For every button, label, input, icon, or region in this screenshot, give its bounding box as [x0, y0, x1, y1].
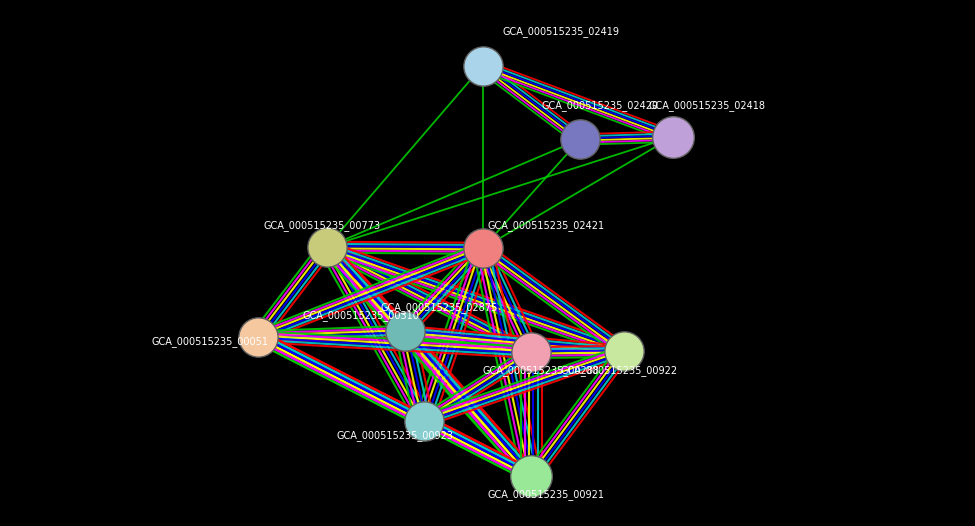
Text: GCA_000515235_00923: GCA_000515235_00923	[336, 430, 453, 441]
Point	[616, 347, 632, 356]
Point	[319, 243, 334, 251]
Point	[251, 332, 266, 341]
Point	[475, 244, 490, 252]
Point	[524, 348, 539, 357]
Text: GCA_000515235_00051: GCA_000515235_00051	[151, 337, 268, 347]
Text: GCA_000515235_00773: GCA_000515235_00773	[263, 220, 380, 230]
Point	[572, 135, 588, 144]
Text: GCA_000515235_02875: GCA_000515235_02875	[380, 302, 497, 313]
Point	[665, 133, 681, 141]
Text: GCA_000515235_02419: GCA_000515235_02419	[502, 26, 619, 37]
Text: GCA_000515235_00288: GCA_000515235_00288	[483, 366, 600, 376]
Text: GCA_000515235_02420: GCA_000515235_02420	[541, 100, 658, 110]
Text: GCA_000515235_00921: GCA_000515235_00921	[488, 489, 604, 500]
Text: GCA_000515235_00922: GCA_000515235_00922	[561, 365, 678, 376]
Point	[416, 417, 432, 425]
Point	[524, 472, 539, 480]
Text: GCA_000515235_02418: GCA_000515235_02418	[648, 100, 765, 110]
Text: GCA_000515235_00310: GCA_000515235_00310	[302, 310, 419, 321]
Point	[475, 62, 490, 70]
Point	[397, 327, 412, 336]
Text: GCA_000515235_02421: GCA_000515235_02421	[488, 220, 604, 230]
